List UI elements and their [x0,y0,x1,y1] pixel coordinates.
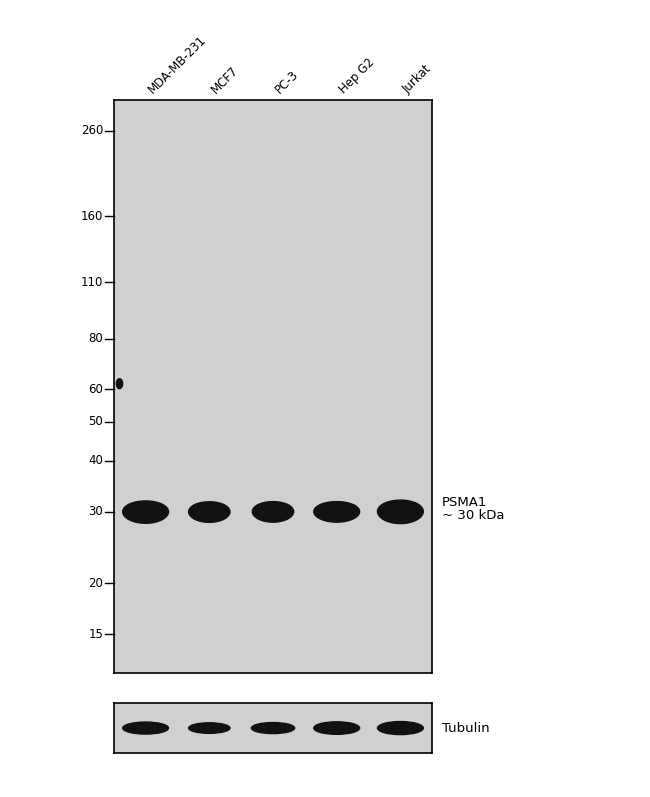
Text: 60: 60 [88,383,103,396]
Text: ~ 30 kDa: ~ 30 kDa [442,509,504,522]
Ellipse shape [314,722,359,734]
Text: 30: 30 [88,505,103,518]
Ellipse shape [123,722,168,734]
Text: 260: 260 [81,124,103,137]
Ellipse shape [252,723,294,733]
Ellipse shape [116,379,123,389]
Text: Jurkat: Jurkat [400,63,434,96]
Text: 20: 20 [88,577,103,590]
Text: 15: 15 [88,627,103,641]
Text: Hep G2: Hep G2 [337,57,377,96]
Ellipse shape [188,502,230,522]
Text: MCF7: MCF7 [209,65,241,96]
Text: Tubulin: Tubulin [442,721,489,735]
Text: 50: 50 [88,415,103,428]
Text: 110: 110 [81,276,103,289]
Text: PC-3: PC-3 [273,69,302,96]
Text: 160: 160 [81,210,103,223]
Text: MDA-MB-231: MDA-MB-231 [146,33,209,96]
Text: PSMA1: PSMA1 [442,496,488,508]
Ellipse shape [123,501,168,524]
Text: 80: 80 [88,332,103,345]
Ellipse shape [188,723,230,733]
Ellipse shape [378,500,423,524]
Ellipse shape [378,721,423,735]
Ellipse shape [252,501,294,522]
Text: 40: 40 [88,454,103,468]
Ellipse shape [314,501,359,522]
